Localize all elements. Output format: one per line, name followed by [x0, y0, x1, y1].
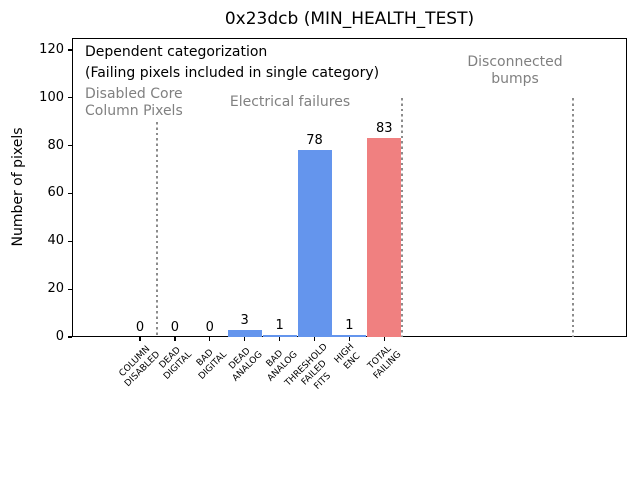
bar-value-label-3: 3 — [240, 312, 249, 328]
failing-pixels-note: (Failing pixels included in single categ… — [85, 65, 380, 81]
x-tick-mark-2 — [209, 337, 211, 341]
x-tick-mark-0 — [139, 337, 141, 341]
x-tick-mark-3 — [244, 337, 246, 341]
y-tick-mark-60 — [68, 192, 72, 195]
x-tick-label-text-3: DEAD ANALOG — [227, 346, 266, 384]
chart-title: 0x23dcb (MIN_HEALTH_TEST) — [224, 9, 475, 29]
bar-5 — [297, 150, 332, 337]
y-tick-label-80: 80 — [47, 137, 64, 153]
y-tick-label-20: 20 — [47, 281, 64, 297]
x-tick-label-text-7: TOTAL FAILING — [366, 344, 404, 382]
x-tick-mark-4 — [278, 337, 281, 341]
x-tick-mark-7 — [383, 337, 385, 341]
section-separator-line-3 — [571, 97, 574, 337]
y-tick-label-40: 40 — [47, 233, 64, 249]
x-tick-mark-6 — [348, 337, 351, 341]
y-tick-mark-80 — [68, 144, 72, 147]
section-separator-line-1 — [156, 121, 159, 337]
bar-value-label-0: 0 — [135, 320, 145, 335]
x-tick-mark-5 — [313, 337, 316, 341]
x-tick-label-text-1: DEAD DIGITAL — [157, 345, 195, 382]
bar-3 — [227, 329, 262, 337]
bar-7 — [367, 138, 402, 337]
bar-value-label-7: 83 — [376, 121, 393, 137]
y-tick-label-120: 120 — [39, 41, 64, 57]
y-tick-mark-0 — [68, 336, 72, 338]
y-tick-mark-40 — [68, 240, 72, 242]
section-separator-line-2 — [400, 97, 403, 337]
section-label-disconnected-bumps: Disconnected bumps — [467, 54, 563, 87]
dependent-categorization-note: Dependent categorization — [85, 44, 268, 60]
y-tick-label-60: 60 — [47, 185, 64, 201]
bar-4 — [262, 334, 297, 337]
bar-value-label-6: 1 — [345, 317, 354, 333]
y-tick-label-0: 0 — [55, 329, 64, 344]
plot-area: 0 0 0 3 1 78 1 83 Dependent categorization (Faili… — [72, 38, 627, 337]
y-tick-mark-20 — [68, 288, 72, 290]
bar-value-label-5: 78 — [306, 133, 323, 149]
x-tick-mark-1 — [174, 337, 176, 341]
y-tick-label-100: 100 — [39, 89, 64, 105]
section-label-disabled-core: Disabled Core Column Pixels — [85, 86, 183, 119]
bar-value-label-4: 1 — [275, 317, 284, 333]
y-tick-mark-120 — [68, 49, 72, 51]
bar-value-label-2: 0 — [205, 320, 214, 335]
bar-6 — [332, 334, 367, 337]
section-label-electrical-failures: Electrical failures — [229, 94, 351, 110]
x-tick-label-text-2: BAD DIGITAL — [194, 347, 230, 382]
bar-value-label-1: 0 — [170, 320, 180, 335]
y-tick-mark-100 — [68, 97, 72, 99]
